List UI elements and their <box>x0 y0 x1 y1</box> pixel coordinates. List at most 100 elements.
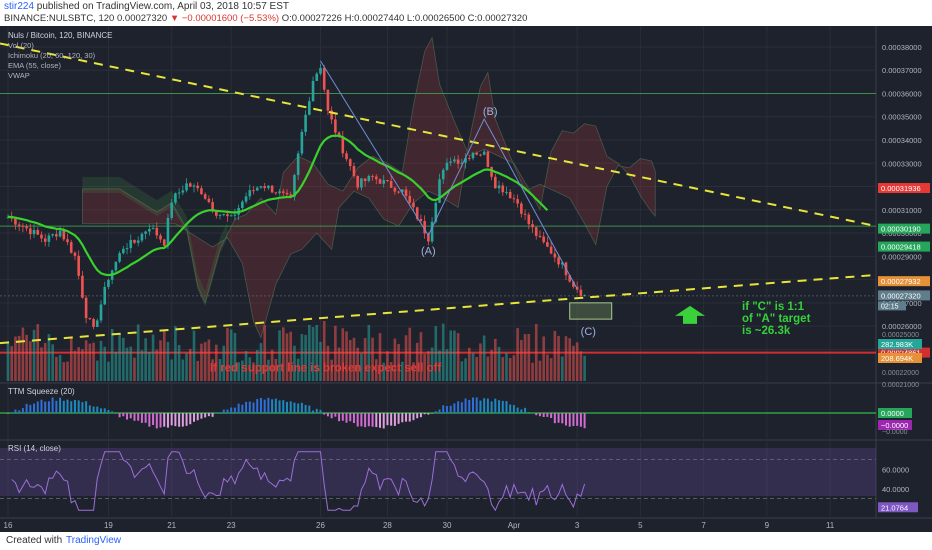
candle-body <box>81 275 84 298</box>
ttm-bar <box>252 402 255 413</box>
ttm-bar <box>226 409 229 413</box>
volume-bar <box>255 349 259 381</box>
time-tick-label: 16 <box>4 521 13 530</box>
ttm-bar <box>62 400 65 413</box>
ttm-bar <box>267 397 270 413</box>
ttm-bar <box>100 408 102 413</box>
candle-body <box>549 246 553 254</box>
volume-tick-label: 0.00024000 <box>882 346 919 353</box>
ttm-bar <box>133 413 136 421</box>
price-tag <box>878 290 930 301</box>
volume-bar <box>471 352 475 381</box>
candle-body <box>103 286 107 305</box>
volume-bar <box>557 335 560 381</box>
volume-bar <box>371 337 374 381</box>
volume-bar <box>144 338 147 381</box>
candle-body <box>200 188 203 195</box>
chart-canvas[interactable]: 0.00038000 0.00037000 0.00036000 0.00035000… <box>0 26 932 532</box>
ttm-bar <box>449 405 452 413</box>
volume-bar <box>482 335 486 381</box>
candle-body <box>527 214 531 225</box>
volume-bar <box>118 333 121 381</box>
candle-body <box>66 239 69 243</box>
volume-bar <box>311 327 315 381</box>
ttm-bar <box>405 413 408 422</box>
volume-tick-label: 0.00025000 <box>882 332 919 339</box>
candle-body <box>43 238 47 242</box>
up-arrow-icon <box>675 305 705 324</box>
candle-body <box>58 230 62 237</box>
ttm-bar <box>25 403 28 413</box>
ttm-tick-label: −0.0000 <box>882 429 908 436</box>
candle-body <box>397 191 400 193</box>
volume-bar <box>107 361 110 381</box>
ttm-bar <box>509 404 512 413</box>
volume-bar <box>237 362 240 381</box>
volume-bar <box>445 349 449 381</box>
time-tick-label: 5 <box>638 521 643 530</box>
support-annotation: If red support line is broken expect sel… <box>210 363 441 375</box>
volume-bar <box>438 350 441 381</box>
ttm-bar <box>155 413 158 429</box>
ttm-bar <box>66 399 69 413</box>
ttm-bar <box>189 413 192 425</box>
candle-body <box>568 275 572 282</box>
candle-body <box>203 194 207 199</box>
candle-body <box>326 89 330 111</box>
volume-bar <box>508 358 512 381</box>
time-tick-label: 7 <box>701 521 706 530</box>
candle-body <box>494 176 497 189</box>
volume-bar <box>103 346 107 381</box>
volume-bar <box>412 362 415 381</box>
candle-body <box>516 199 519 204</box>
candle-body <box>456 159 460 164</box>
ttm-bar <box>245 401 248 413</box>
candle-body <box>289 194 293 198</box>
candle-body <box>88 318 92 320</box>
ttm-bar <box>379 413 381 428</box>
candle-body <box>285 192 289 195</box>
tradingview-logo[interactable]: TradingView <box>66 535 122 546</box>
ttm-bar <box>107 409 110 413</box>
price-tag-label: 0.00027932 <box>881 277 921 286</box>
candle-body <box>430 221 434 242</box>
ttm-bar <box>289 401 292 413</box>
candle-body <box>233 214 237 216</box>
ttm-bar <box>416 413 419 419</box>
price-tag <box>878 223 930 234</box>
ttm-bar <box>47 401 50 413</box>
candle-body <box>401 189 404 193</box>
volume-bar <box>281 327 285 381</box>
rsi-tick-label: 40.0000 <box>882 485 909 494</box>
candle-body <box>423 221 426 234</box>
volume-bar <box>546 354 549 381</box>
candle-body <box>185 183 188 191</box>
ema-line <box>7 134 549 277</box>
ttm-bar <box>505 401 508 413</box>
volume-bar <box>527 333 531 381</box>
footer: Created with TradingView <box>0 532 932 550</box>
price-tick-label: 0.00035000 <box>882 113 922 122</box>
ttm-bar <box>274 398 277 413</box>
ttm-bar <box>174 413 177 427</box>
volume-tick-label: 0.00022000 <box>882 370 919 377</box>
ohlc-line: BINANCE:NULSBTC, 120 0.00027320 ▼ −0.000… <box>4 13 527 24</box>
volume-bar <box>162 329 166 381</box>
ttm-bar <box>423 413 426 415</box>
candle-body <box>84 297 88 319</box>
author-link[interactable]: stir224 <box>4 1 35 12</box>
ttm-bar <box>118 413 121 418</box>
time-tick-label: Apr <box>508 521 521 530</box>
volume-bar <box>125 347 129 381</box>
ttm-bar <box>568 413 571 427</box>
time-tick-label: 9 <box>765 521 770 530</box>
volume-bar <box>136 324 140 381</box>
candle-body <box>557 257 560 265</box>
candle-body <box>77 255 80 276</box>
candle-body <box>129 239 133 249</box>
volume-bar <box>579 351 583 381</box>
volume-bar <box>84 340 88 381</box>
ttm-bar <box>427 413 430 415</box>
ttm-bar <box>550 413 553 419</box>
volume-bar <box>501 357 505 381</box>
